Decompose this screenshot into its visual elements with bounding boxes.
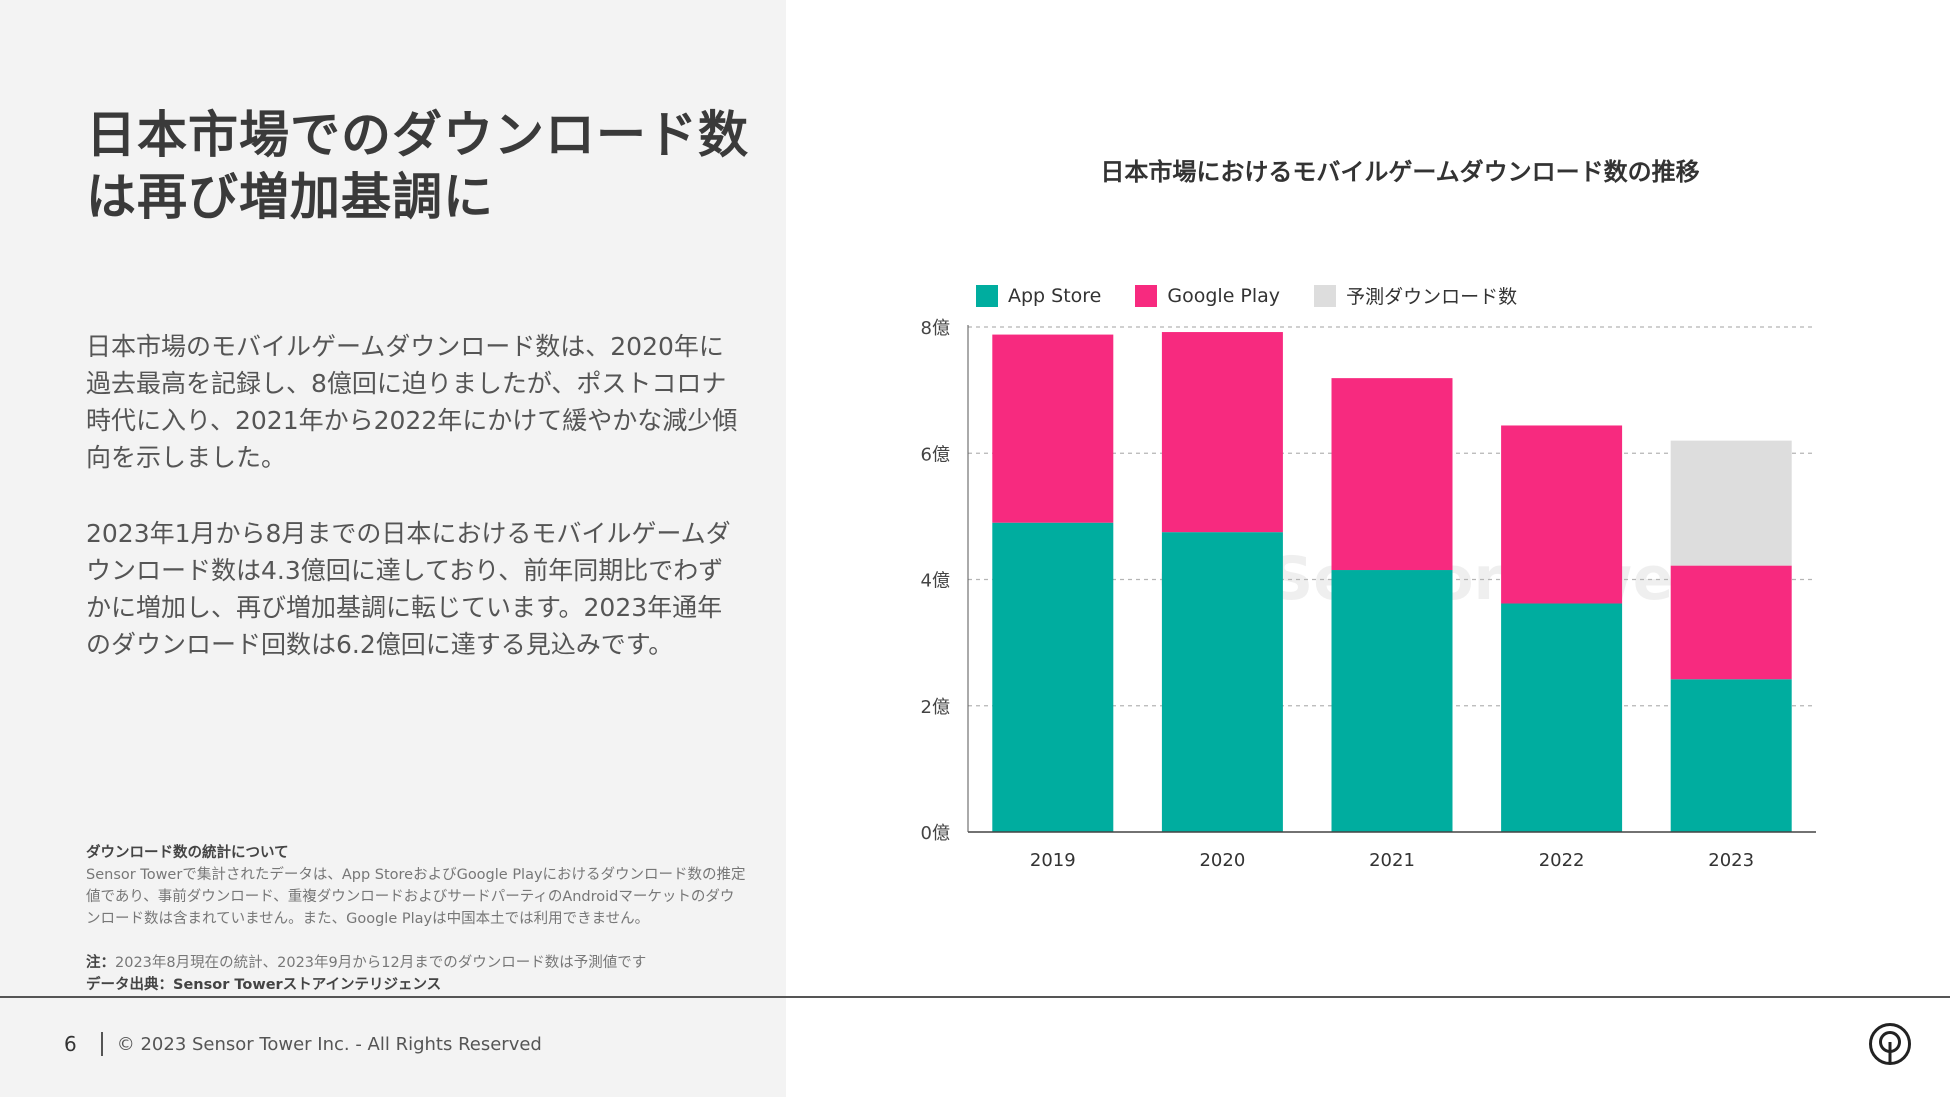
chart-title: 日本市場におけるモバイルゲームダウンロード数の推移 [1100,158,1700,186]
legend-item-forecast: 予測ダウンロード数 [1314,282,1517,309]
sensor-tower-logo-icon [1869,1023,1911,1065]
y-tick-label: 8億 [921,318,950,339]
x-tick-label: 2023 [1708,850,1754,871]
note-block: ダウンロード数の統計について Sensor Towerで集計されたデータは、Ap… [86,842,746,996]
axis-layer: 0億 2億 4億 6億 8億 2019 2020 2021 2022 2023 [921,318,1816,871]
bar-segment [1670,679,1792,832]
y-tick-label: 2億 [921,697,950,718]
summary-paragraph-2: 2023年1月から8月までの日本におけるモバイルゲームダウンロード数は4.3億回… [86,519,731,659]
y-tick-label: 4億 [921,571,950,592]
note-label: 注： [86,955,115,971]
summary-paragraph-1: 日本市場のモバイルゲームダウンロード数は、2020年に過去最高を記録し、8億回に… [86,332,738,472]
x-tick-label: 2019 [1030,850,1076,871]
bar-segment [1670,565,1792,680]
note-text: 2023年8月現在の統計、2023年9月から12月までのダウンロード数は予測値で… [115,955,647,971]
y-tick-label: 0億 [921,823,950,844]
page-title: 日本市場でのダウンロード数は再び増加基調に [86,106,749,226]
legend-swatch-forecast [1314,284,1337,307]
note-title: ダウンロード数の統計について [86,845,289,861]
bar-segment [1501,425,1623,604]
bar-segment [1501,603,1623,832]
x-tick-label: 2021 [1369,850,1415,871]
legend-label-app-store: App Store [1008,284,1102,307]
bar-layer [992,332,1792,832]
copyright: © 2023 Sensor Tower Inc. - All Rights Re… [116,1033,542,1055]
bar-segment [1161,532,1283,832]
bar-segment [1670,440,1792,566]
legend-label-google-play: Google Play [1167,284,1281,307]
bar-segment [1331,378,1453,571]
footer-divider [0,996,1950,998]
footer: 6 © 2023 Sensor Tower Inc. - All Rights … [64,1032,542,1056]
legend-label-forecast: 予測ダウンロード数 [1346,286,1518,308]
x-tick-label: 2022 [1539,850,1585,871]
bar-segment [992,522,1114,832]
left-panel: 日本市場でのダウンロード数は再び増加基調に 日本市場のモバイルゲームダウンロード… [0,0,786,1097]
page-number: 6 [64,1032,77,1056]
bar-segment [1331,570,1453,832]
note-body: Sensor Towerで集計されたデータは、App StoreおよびGoogl… [86,867,746,927]
x-tick-label: 2020 [1199,850,1245,871]
note-line: 注：2023年8月現在の統計、2023年9月から12月までのダウンロード数は予測… [86,952,746,974]
legend-swatch-google-play [1135,284,1158,307]
data-source: データ出典：Sensor Towerストアインテリジェンス [86,977,442,993]
bar-segment [1161,332,1283,533]
chart-legend: App Store Google Play 予測ダウンロード数 [976,282,1551,309]
legend-item-google-play: Google Play [1135,284,1281,307]
bar-segment [992,334,1114,523]
legend-item-app-store: App Store [976,284,1102,307]
footer-separator [100,1032,103,1056]
legend-swatch-app-store [976,284,998,307]
y-tick-label: 6億 [921,444,950,465]
